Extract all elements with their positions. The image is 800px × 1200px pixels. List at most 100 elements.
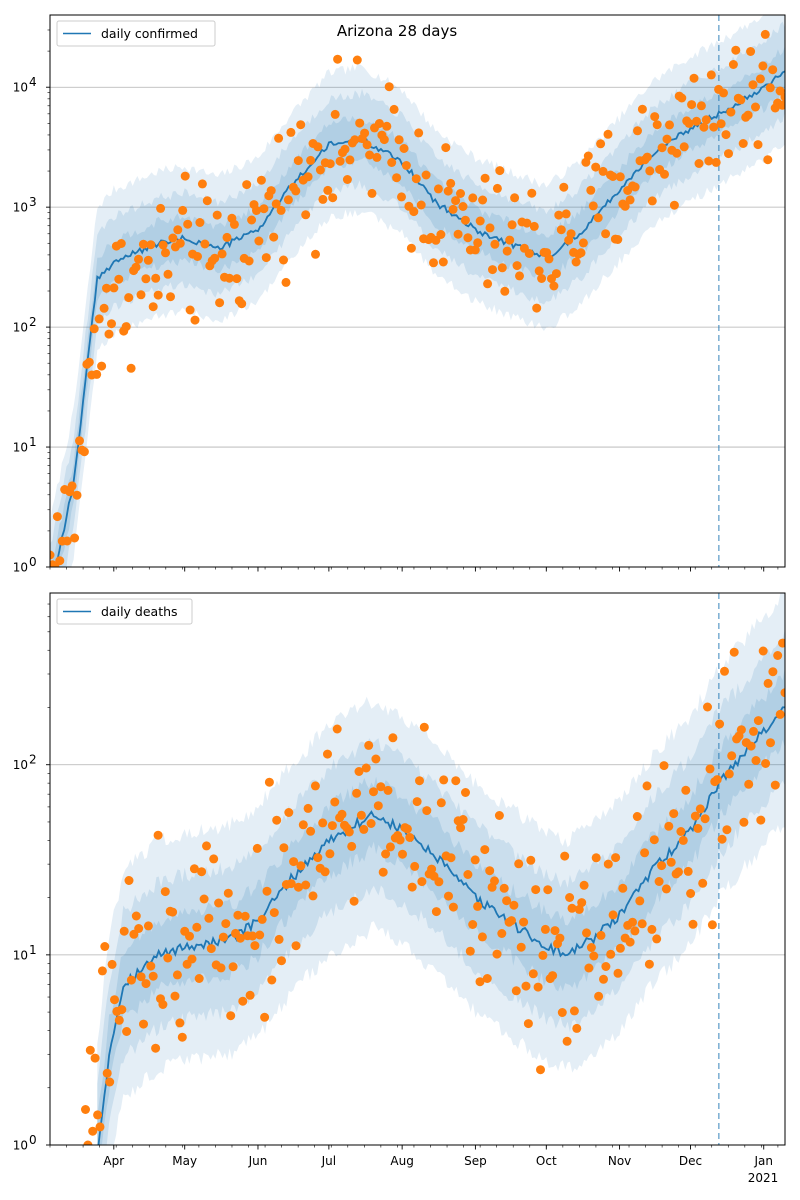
observed-point [669,200,679,210]
x-tick-label-8: Dec [679,1154,702,1168]
observed-point [197,179,207,189]
uncertainty-band-2 [97,667,785,1145]
y-tick-exponent-0: 0 [29,1133,37,1147]
x-tick-label-7: Nov [608,1154,631,1168]
observed-point [755,74,765,84]
observed-point [482,974,492,983]
x-tick-label-1: May [172,1154,197,1168]
observed-point [749,726,758,736]
observed-point [389,104,399,114]
observed-point [247,215,257,225]
observed-point [291,941,301,951]
observed-point [269,908,279,918]
observed-point [584,963,594,973]
observed-point [477,932,487,942]
observed-point [494,811,504,820]
observed-point [190,315,200,325]
observed-point [260,1012,270,1022]
y-tick-label-2: 10 [13,758,28,772]
observed-point [441,143,451,153]
observed-point [187,954,197,964]
observed-point [645,166,655,176]
observed-point [360,128,370,138]
confirmed-legend-label: daily confirmed [101,26,198,41]
observed-point [753,140,763,150]
y-tick-exponent-1: 1 [29,435,37,449]
observed-point [499,883,509,893]
observed-point [367,188,377,198]
observed-point [214,898,224,908]
observed-point [379,135,389,145]
observed-point [715,719,725,729]
observed-point [81,1105,90,1114]
observed-point [283,195,293,205]
observed-point [90,1053,100,1063]
observed-point [439,775,449,785]
observed-point [83,1140,93,1145]
observed-point [686,889,696,898]
observed-point [407,882,417,892]
observed-point [736,725,746,735]
observed-point [540,924,550,934]
observed-point [119,926,129,936]
observed-point [579,880,589,890]
uncertainty-band-0 [50,15,785,567]
observed-point [544,254,554,264]
observed-point [554,210,564,220]
observed-point [591,853,601,863]
observed-point [374,119,384,128]
observed-point [701,115,711,125]
observed-point [99,303,109,313]
observed-point [470,245,480,255]
observed-point [536,1065,545,1075]
observed-point [308,891,318,901]
observed-point [223,888,233,898]
observed-point [524,249,534,258]
deaths-axes-frame [49,592,786,1146]
x-tick-label-3: Jul [321,1154,336,1168]
observed-point [778,638,785,648]
observed-point [720,666,729,676]
observed-point [110,995,119,1005]
observed-point [226,1011,236,1021]
observed-point [340,144,350,154]
observed-point [352,55,362,65]
observed-point [446,178,456,188]
observed-point [105,1077,115,1087]
observed-point [751,756,761,765]
observed-point [688,919,698,929]
observed-point [126,975,136,985]
observed-point [726,107,736,117]
observed-point [50,550,55,560]
observed-point [88,1126,98,1136]
observed-point [323,185,333,195]
observed-point [415,776,424,786]
observed-point [395,835,405,845]
observed-point [533,982,543,992]
observed-point [417,877,427,887]
observed-point [315,165,325,175]
observed-point [642,152,652,162]
observed-point [652,120,662,130]
observed-point [696,101,706,111]
observed-point [318,194,328,204]
observed-point [460,215,470,225]
observed-point [664,821,674,831]
observed-point [684,118,694,128]
observed-point [606,949,616,959]
observed-point [635,896,645,906]
observed-point [770,780,780,790]
observed-point [644,959,654,969]
observed-point [704,156,714,166]
chart-title: Arizona 28 days [337,22,458,40]
observed-point [521,981,531,991]
observed-point [212,210,222,220]
observed-point [731,45,741,55]
observed-point [559,182,569,192]
observed-point [751,102,760,112]
observed-point [406,243,416,253]
observed-point [136,290,146,300]
